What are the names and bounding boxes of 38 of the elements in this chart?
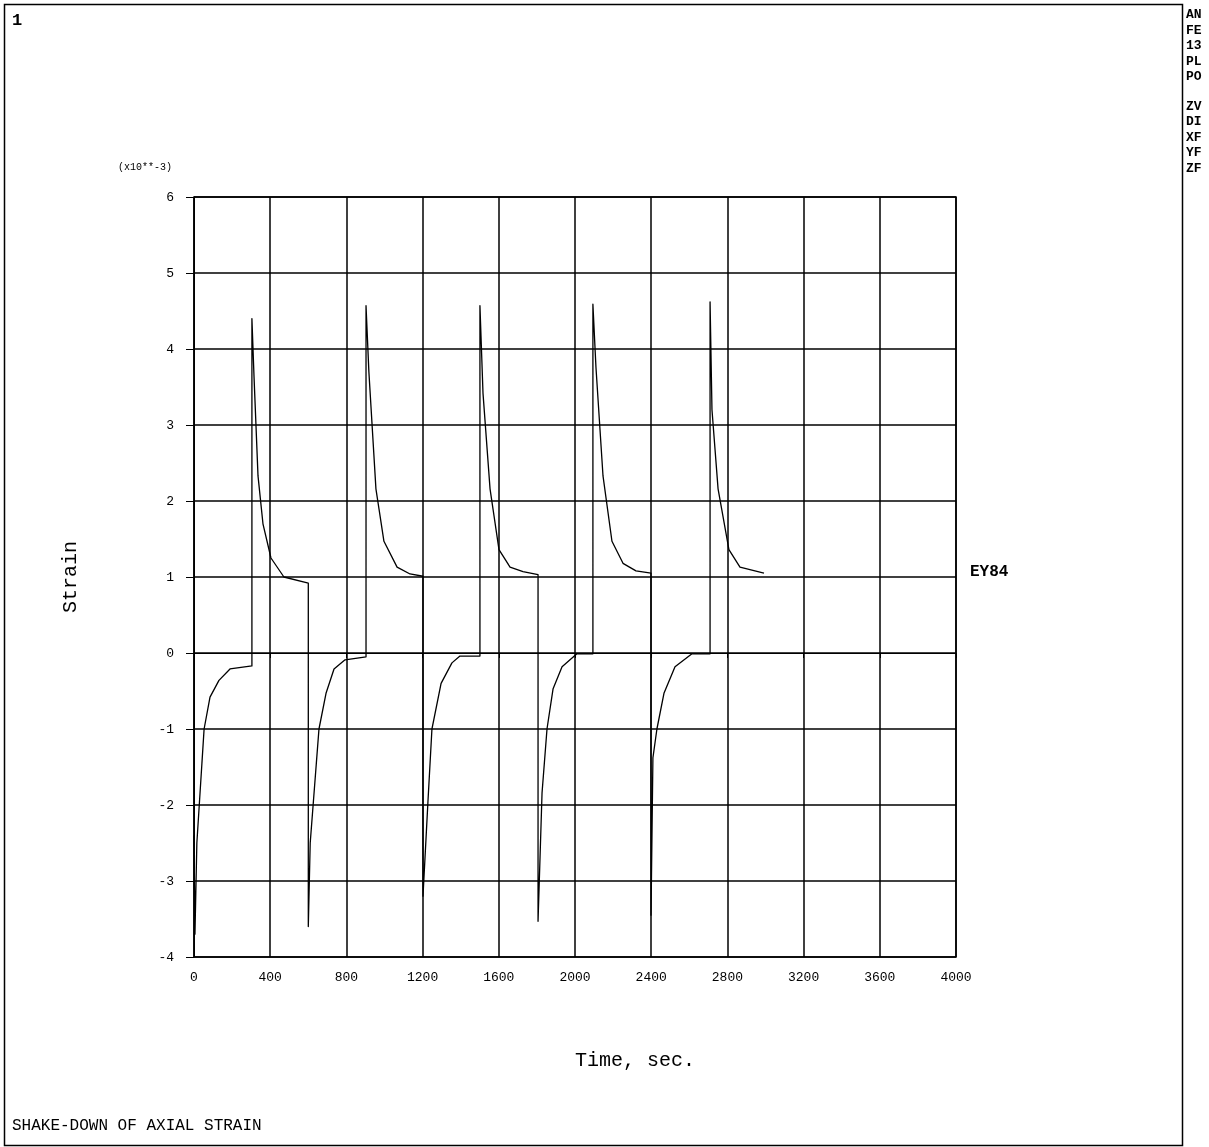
x-tick-label: 3200 (787, 970, 820, 985)
text: EY84 (970, 563, 1009, 582)
text: ZV (1186, 98, 1202, 114)
y-tick-label: -2 (158, 797, 174, 813)
x-tick-label: 1200 (406, 970, 439, 985)
x-tick-label: 800 (334, 970, 359, 985)
text: 1 (12, 11, 23, 30)
y-tick-label: 2 (166, 493, 174, 509)
x-tick-label: 400 (258, 970, 282, 985)
y-tick-label: 4 (166, 341, 175, 357)
text: PL (1186, 53, 1202, 69)
x-tick-label: 3600 (864, 970, 896, 985)
text: 13 (1186, 38, 1202, 53)
y-axis-title: Strain (58, 540, 82, 614)
y-tick-label: -3 (158, 873, 174, 889)
text: (x10**-3) (118, 161, 173, 173)
x-tick-label: 1600 (483, 970, 515, 985)
text: AN (1186, 7, 1202, 22)
x-tick-label: 2400 (635, 970, 667, 985)
x-tick-label: 2800 (711, 970, 744, 985)
text: DI (1186, 114, 1202, 129)
text: FE (1186, 22, 1202, 38)
text: ZF (1186, 160, 1202, 176)
x-tick-label: 0 (190, 970, 198, 985)
text: XF (1186, 129, 1202, 145)
text: PO (1186, 69, 1202, 84)
y-tick-label: -4 (158, 949, 175, 965)
y-tick-label: 5 (166, 265, 174, 281)
text: YF (1186, 145, 1202, 160)
x-tick-label: 2000 (559, 970, 591, 985)
y-tick-label: 6 (166, 189, 174, 205)
y-tick-label: 0 (166, 645, 174, 661)
y-tick-label: -1 (158, 721, 175, 737)
text: SHAKE-DOWN OF AXIAL STRAIN (12, 1117, 262, 1135)
x-tick-label: 4000 (940, 970, 972, 985)
y-tick-label: 1 (166, 569, 175, 585)
y-tick-label: 3 (166, 417, 174, 433)
x-axis-title: Time, sec. (575, 1048, 696, 1072)
